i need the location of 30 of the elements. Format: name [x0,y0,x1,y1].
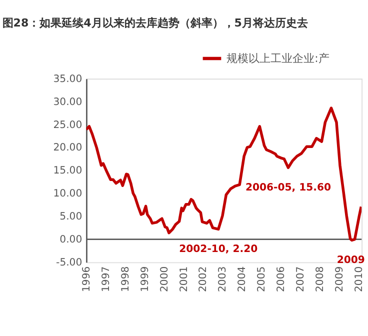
y-tick-label: 25.00 [53,120,82,131]
x-tick-label: 2000 [159,266,170,292]
x-tick-label: 2002 [198,266,210,292]
x-tick-label: 2007 [296,266,306,292]
annotation: 2002-10, 2.20 [179,244,258,256]
y-tick-label: 35.00 [53,74,82,85]
y-tick-label: 15.00 [53,166,82,177]
x-tick-label: 2006 [276,266,288,292]
y-tick-label: 30.00 [53,96,82,108]
y-tick-label: 0.00 [60,234,82,246]
x-tick-label: 1997 [100,266,112,292]
x-tick-label: 2009 [334,266,346,292]
y-tick-label: 5.00 [60,212,82,223]
x-tick-label: 2010 [354,266,365,292]
annotation: 2006-05, 15.60 [245,182,331,194]
legend-label: 规模以上工业企业:产 [226,52,330,66]
annotation: 2009 [336,255,365,266]
y-tick-label: -5.00 [56,257,82,268]
x-tick-label: 2005 [256,266,268,292]
chart-title: 图28：如果延续4月以来的去库趋势（斜率），5月将达历史去 [2,16,308,30]
x-tick-label: 1996 [81,266,92,292]
y-tick-label: 10.00 [53,188,82,200]
x-tick-label: 1998 [120,266,132,292]
y-tick-label: 20.00 [53,142,82,154]
x-tick-label: 2003 [218,266,229,292]
x-tick-label: 1999 [140,266,151,292]
x-tick-label: 2001 [178,266,190,292]
line-series [86,106,362,242]
x-tick-label: 2008 [314,266,326,292]
x-tick-label: 2004 [237,266,248,292]
